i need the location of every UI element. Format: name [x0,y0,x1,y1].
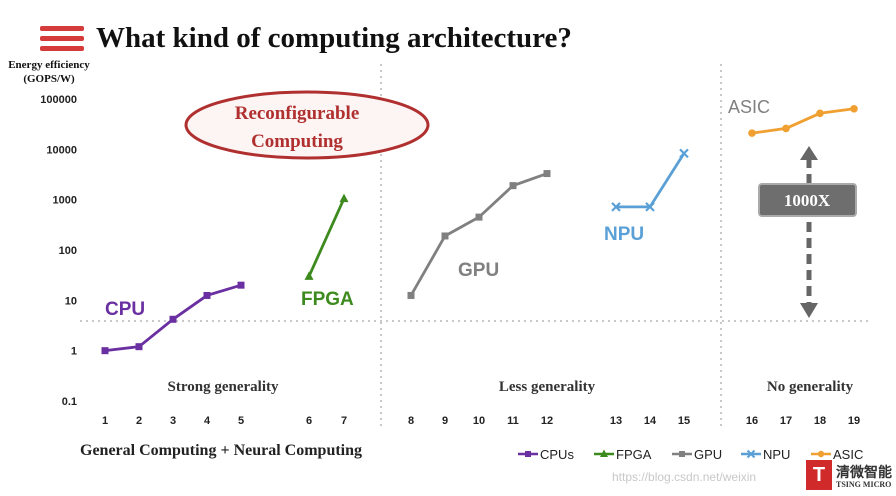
data-point [135,343,143,351]
x-tick-label: 19 [848,415,860,427]
data-point [816,109,824,118]
section-label: Strong generality [168,379,279,395]
hamburger-menu-icon [40,26,84,31]
legend-marker [746,449,756,459]
section-label: No generality [767,379,854,395]
x-tick-label: 13 [610,415,622,427]
y-tick-label: 10000 [46,144,77,156]
x-tick-label: 6 [306,415,312,427]
data-point [169,315,177,323]
x-tick-label: 17 [780,415,792,427]
x-tick-label: 2 [136,415,142,427]
data-point [237,281,245,289]
x-tick-label: 16 [746,415,758,427]
section-label: Less generality [499,379,596,395]
logo-chinese-name: 清微智能 [836,465,892,481]
arrow-head-down [800,303,818,318]
data-point [475,213,483,221]
hamburger-menu-icon-bar [40,36,84,41]
x-tick-label: 7 [341,415,347,427]
data-point [748,129,756,137]
data-point [339,193,349,203]
watermark-text: https://blog.csdn.net/weixin [612,470,757,484]
x-tick-label: 5 [238,415,244,427]
oval-text: Computing [251,131,343,152]
y-axis-label: Energy efficiency (GOPS/W) [8,59,90,85]
y-tick-label: 100000 [40,94,77,106]
series-label-npu: NPU [604,224,644,245]
footer-caption: General Computing + Neural Computing [80,442,363,459]
reconfigurable-oval [184,90,430,160]
legend-marker [679,451,685,457]
page-title: What kind of computing architecture? [96,22,572,54]
gap-badge [758,183,857,217]
data-point [611,202,621,212]
data-point [101,347,109,355]
data-point [782,124,790,133]
x-tick-label: 14 [644,415,657,427]
series-label-cpu: CPU [105,299,145,320]
series-label-gpu: GPU [458,260,499,281]
series-line-fpga [307,198,346,277]
gap-label: 1000X [784,191,831,210]
logo-mark: T [806,460,832,490]
legend-label: NPU [763,447,790,462]
x-tick-label: 4 [204,415,211,427]
legend-marker [525,451,531,457]
data-point [645,202,655,212]
series-label-fpga: FPGA [301,289,354,310]
series-line-asic [751,107,855,135]
x-tick-label: 11 [507,415,519,427]
x-tick-label: 9 [442,415,448,427]
x-tick-label: 3 [170,415,176,427]
data-point [407,291,415,299]
y-tick-label: 1000 [53,195,77,207]
legend-marker [817,450,825,458]
data-point [543,170,551,178]
y-tick-label: 100 [59,245,77,257]
x-tick-label: 12 [541,415,553,427]
data-point [203,291,211,299]
x-tick-label: 15 [678,415,690,427]
x-tick-label: 10 [473,415,485,427]
x-tick-label: 18 [814,415,826,427]
hamburger-menu-icon-bar [40,46,84,51]
legend-label: GPU [694,447,722,462]
data-point [850,104,858,113]
legend-label: FPGA [616,447,652,462]
x-tick-label: 8 [408,415,414,427]
data-point [679,148,689,159]
data-point [509,182,517,190]
legend-label: CPUs [540,447,574,462]
arrow-head-up [800,146,818,160]
oval-text: Reconfigurable [235,103,360,124]
x-tick-label: 1 [102,415,108,427]
data-point [441,232,449,240]
data-point [304,271,314,280]
series-line-npu [616,152,686,209]
logo-english-name: TSING MICRO [836,480,892,489]
y-tick-label: 1 [71,346,77,358]
y-tick-label: 10 [65,295,77,307]
legend-marker [600,449,608,457]
series-label-asic: ASIC [728,97,770,117]
y-tick-label: 0.1 [62,396,77,408]
company-logo: T 清微智能 TSING MICRO [806,460,892,494]
legend-label: ASIC [833,447,863,462]
